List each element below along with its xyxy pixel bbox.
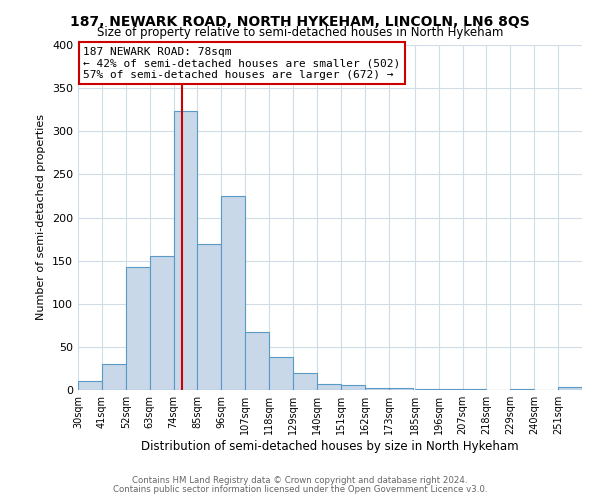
X-axis label: Distribution of semi-detached houses by size in North Hykeham: Distribution of semi-detached houses by … — [141, 440, 519, 453]
Bar — [511, 389, 534, 390]
Bar — [439, 389, 463, 390]
Bar — [341, 385, 365, 390]
Text: 187, NEWARK ROAD, NORTH HYKEHAM, LINCOLN, LN6 8QS: 187, NEWARK ROAD, NORTH HYKEHAM, LINCOLN… — [70, 15, 530, 29]
Text: Contains public sector information licensed under the Open Government Licence v3: Contains public sector information licen… — [113, 485, 487, 494]
Bar — [78, 382, 102, 390]
Bar — [463, 389, 487, 390]
Bar — [149, 256, 173, 390]
Text: Contains HM Land Registry data © Crown copyright and database right 2024.: Contains HM Land Registry data © Crown c… — [132, 476, 468, 485]
Bar — [317, 384, 341, 390]
Text: 187 NEWARK ROAD: 78sqm
← 42% of semi-detached houses are smaller (502)
57% of se: 187 NEWARK ROAD: 78sqm ← 42% of semi-det… — [83, 46, 400, 80]
Bar — [126, 266, 149, 390]
Bar — [558, 386, 582, 390]
Y-axis label: Number of semi-detached properties: Number of semi-detached properties — [37, 114, 46, 320]
Bar — [245, 332, 269, 390]
Bar — [221, 196, 245, 390]
Bar — [173, 112, 197, 390]
Bar — [197, 244, 221, 390]
Bar — [365, 388, 389, 390]
Bar — [293, 373, 317, 390]
Bar — [269, 357, 293, 390]
Text: Size of property relative to semi-detached houses in North Hykeham: Size of property relative to semi-detach… — [97, 26, 503, 39]
Bar — [415, 389, 439, 390]
Bar — [102, 364, 126, 390]
Bar — [389, 388, 413, 390]
